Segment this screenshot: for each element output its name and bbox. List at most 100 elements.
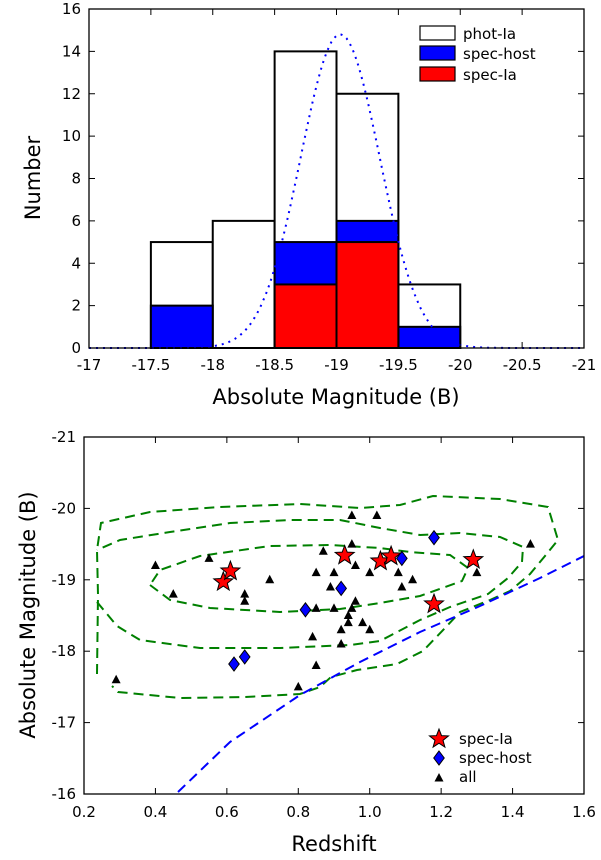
legend-marker-spec-ia (428, 727, 450, 749)
y-tick-label: -21 (52, 428, 77, 446)
scatter-plot-area (95, 494, 584, 793)
legend-triangle (434, 773, 444, 782)
x-tick-label: -17.5 (131, 356, 170, 374)
histogram-y-ticks: 0 2 4 6 8 10 12 14 16 (62, 0, 584, 357)
point-all (318, 546, 328, 555)
scatter-y-axis-label: Absolute Magnitude (B) (16, 491, 40, 738)
point-all (343, 610, 353, 619)
point-all (150, 560, 160, 570)
legend-marker-spec-host (433, 750, 445, 766)
legend-swatch-phot-ia (419, 25, 456, 41)
point-all (408, 574, 418, 584)
point-spec-ia (333, 544, 356, 565)
legend-label-spec-ia: spec-Ia (463, 66, 517, 84)
x-tick-label: -20.5 (503, 356, 542, 374)
point-all (347, 539, 357, 548)
point-all (308, 631, 318, 641)
x-tick-label: -19.5 (379, 356, 418, 374)
point-all (350, 560, 360, 570)
legend-label-spec-host: spec-host (463, 45, 536, 63)
series-all (111, 510, 535, 691)
contour-inner (148, 543, 470, 614)
x-tick-label: 0.2 (72, 803, 96, 821)
point-all (311, 660, 321, 669)
point-spec-ia (380, 544, 403, 566)
legend-star (428, 727, 450, 749)
bar-spec-host-0 (149, 304, 214, 349)
point-all (168, 589, 178, 598)
point-all (393, 567, 403, 577)
point-all (372, 510, 382, 520)
bar-spec-host-4 (397, 325, 462, 349)
histogram-bars (149, 50, 462, 349)
point-all (329, 603, 339, 612)
scatter-x-ticks: 0.2 0.4 0.6 0.8 1.0 1.2 1.4 1.6 (72, 437, 596, 821)
bar-phot-ia-1 (211, 219, 276, 349)
point-all (365, 624, 375, 634)
histogram-legend: phot-Ia spec-host spec-Ia (419, 25, 536, 84)
y-tick-label: 0 (71, 339, 81, 357)
point-all (358, 617, 368, 627)
point-all (347, 510, 357, 520)
y-tick-label: 2 (71, 297, 81, 315)
x-tick-label: 1.4 (501, 803, 525, 821)
x-tick-label: -19 (324, 356, 349, 374)
point-all (111, 674, 121, 684)
legend-marker-all (434, 773, 444, 782)
x-tick-label: -20 (448, 356, 473, 374)
contour-outer (95, 494, 560, 700)
x-tick-label: 1.0 (358, 803, 382, 821)
point-all (336, 639, 346, 648)
point-all (240, 589, 250, 598)
y-tick-label: 4 (71, 254, 81, 272)
scatter-panel: 0.2 0.4 0.6 0.8 1.0 1.2 1.4 1.6 -16 -17 -18 -19 -20… (16, 428, 596, 856)
y-tick-label: 14 (62, 42, 81, 60)
point-spec-host (299, 601, 312, 618)
point-all (311, 567, 321, 577)
point-spec-ia (462, 548, 485, 570)
point-spec-host (428, 529, 440, 546)
y-tick-label: -20 (52, 499, 77, 517)
point-all (329, 567, 339, 577)
point-all (350, 596, 360, 605)
x-tick-label: -18.5 (255, 356, 294, 374)
y-tick-label: 12 (62, 85, 81, 103)
point-all (336, 624, 346, 634)
y-tick-label: -19 (52, 571, 77, 589)
legend-label-spec-ia-scatter: spec-Ia (459, 730, 513, 748)
histogram-x-ticks: -17 -17.5 -18 -18.5 -19 -19.5 -20 -20.5 -21 (77, 9, 596, 374)
point-spec-host (335, 580, 348, 597)
x-tick-label: 0.4 (143, 803, 167, 821)
y-tick-label: -16 (52, 785, 77, 803)
legend-label-spec-host-scatter: spec-host (459, 749, 532, 767)
legend-label-phot-ia: phot-Ia (463, 25, 516, 43)
point-spec-host (238, 649, 251, 665)
histogram-y-axis-label: Number (21, 135, 45, 220)
point-spec-host (228, 656, 240, 672)
point-all (397, 581, 407, 591)
point-all (343, 617, 353, 627)
x-tick-label: 0.6 (215, 803, 239, 821)
point-all (365, 567, 375, 577)
y-tick-label: 6 (71, 212, 81, 230)
scatter-y-ticks: -16 -17 -18 -19 -20 -21 (52, 428, 584, 803)
point-spec-ia (212, 570, 235, 592)
point-all (293, 681, 303, 691)
contour-lines (95, 494, 560, 700)
point-all (347, 603, 357, 612)
x-tick-label: -18 (201, 356, 226, 374)
histogram-panel: -17 -17.5 -18 -18.5 -19 -19.5 -20 -20.5 -21 0 2 4 6… (21, 0, 596, 409)
x-tick-label: 0.8 (286, 803, 310, 821)
scatter-x-axis-label: Redshift (291, 832, 376, 856)
y-tick-label: 8 (71, 170, 81, 188)
x-tick-label: -17 (77, 356, 102, 374)
bar-spec-ia-3 (335, 241, 400, 349)
point-all (311, 603, 321, 612)
point-all (325, 581, 335, 591)
scatter-legend: spec-Ia spec-host all (428, 727, 532, 786)
y-tick-label: 10 (62, 127, 81, 145)
point-spec-ia (423, 592, 445, 614)
legend-swatch-spec-ia (419, 66, 456, 82)
legend-diamond (433, 750, 445, 766)
